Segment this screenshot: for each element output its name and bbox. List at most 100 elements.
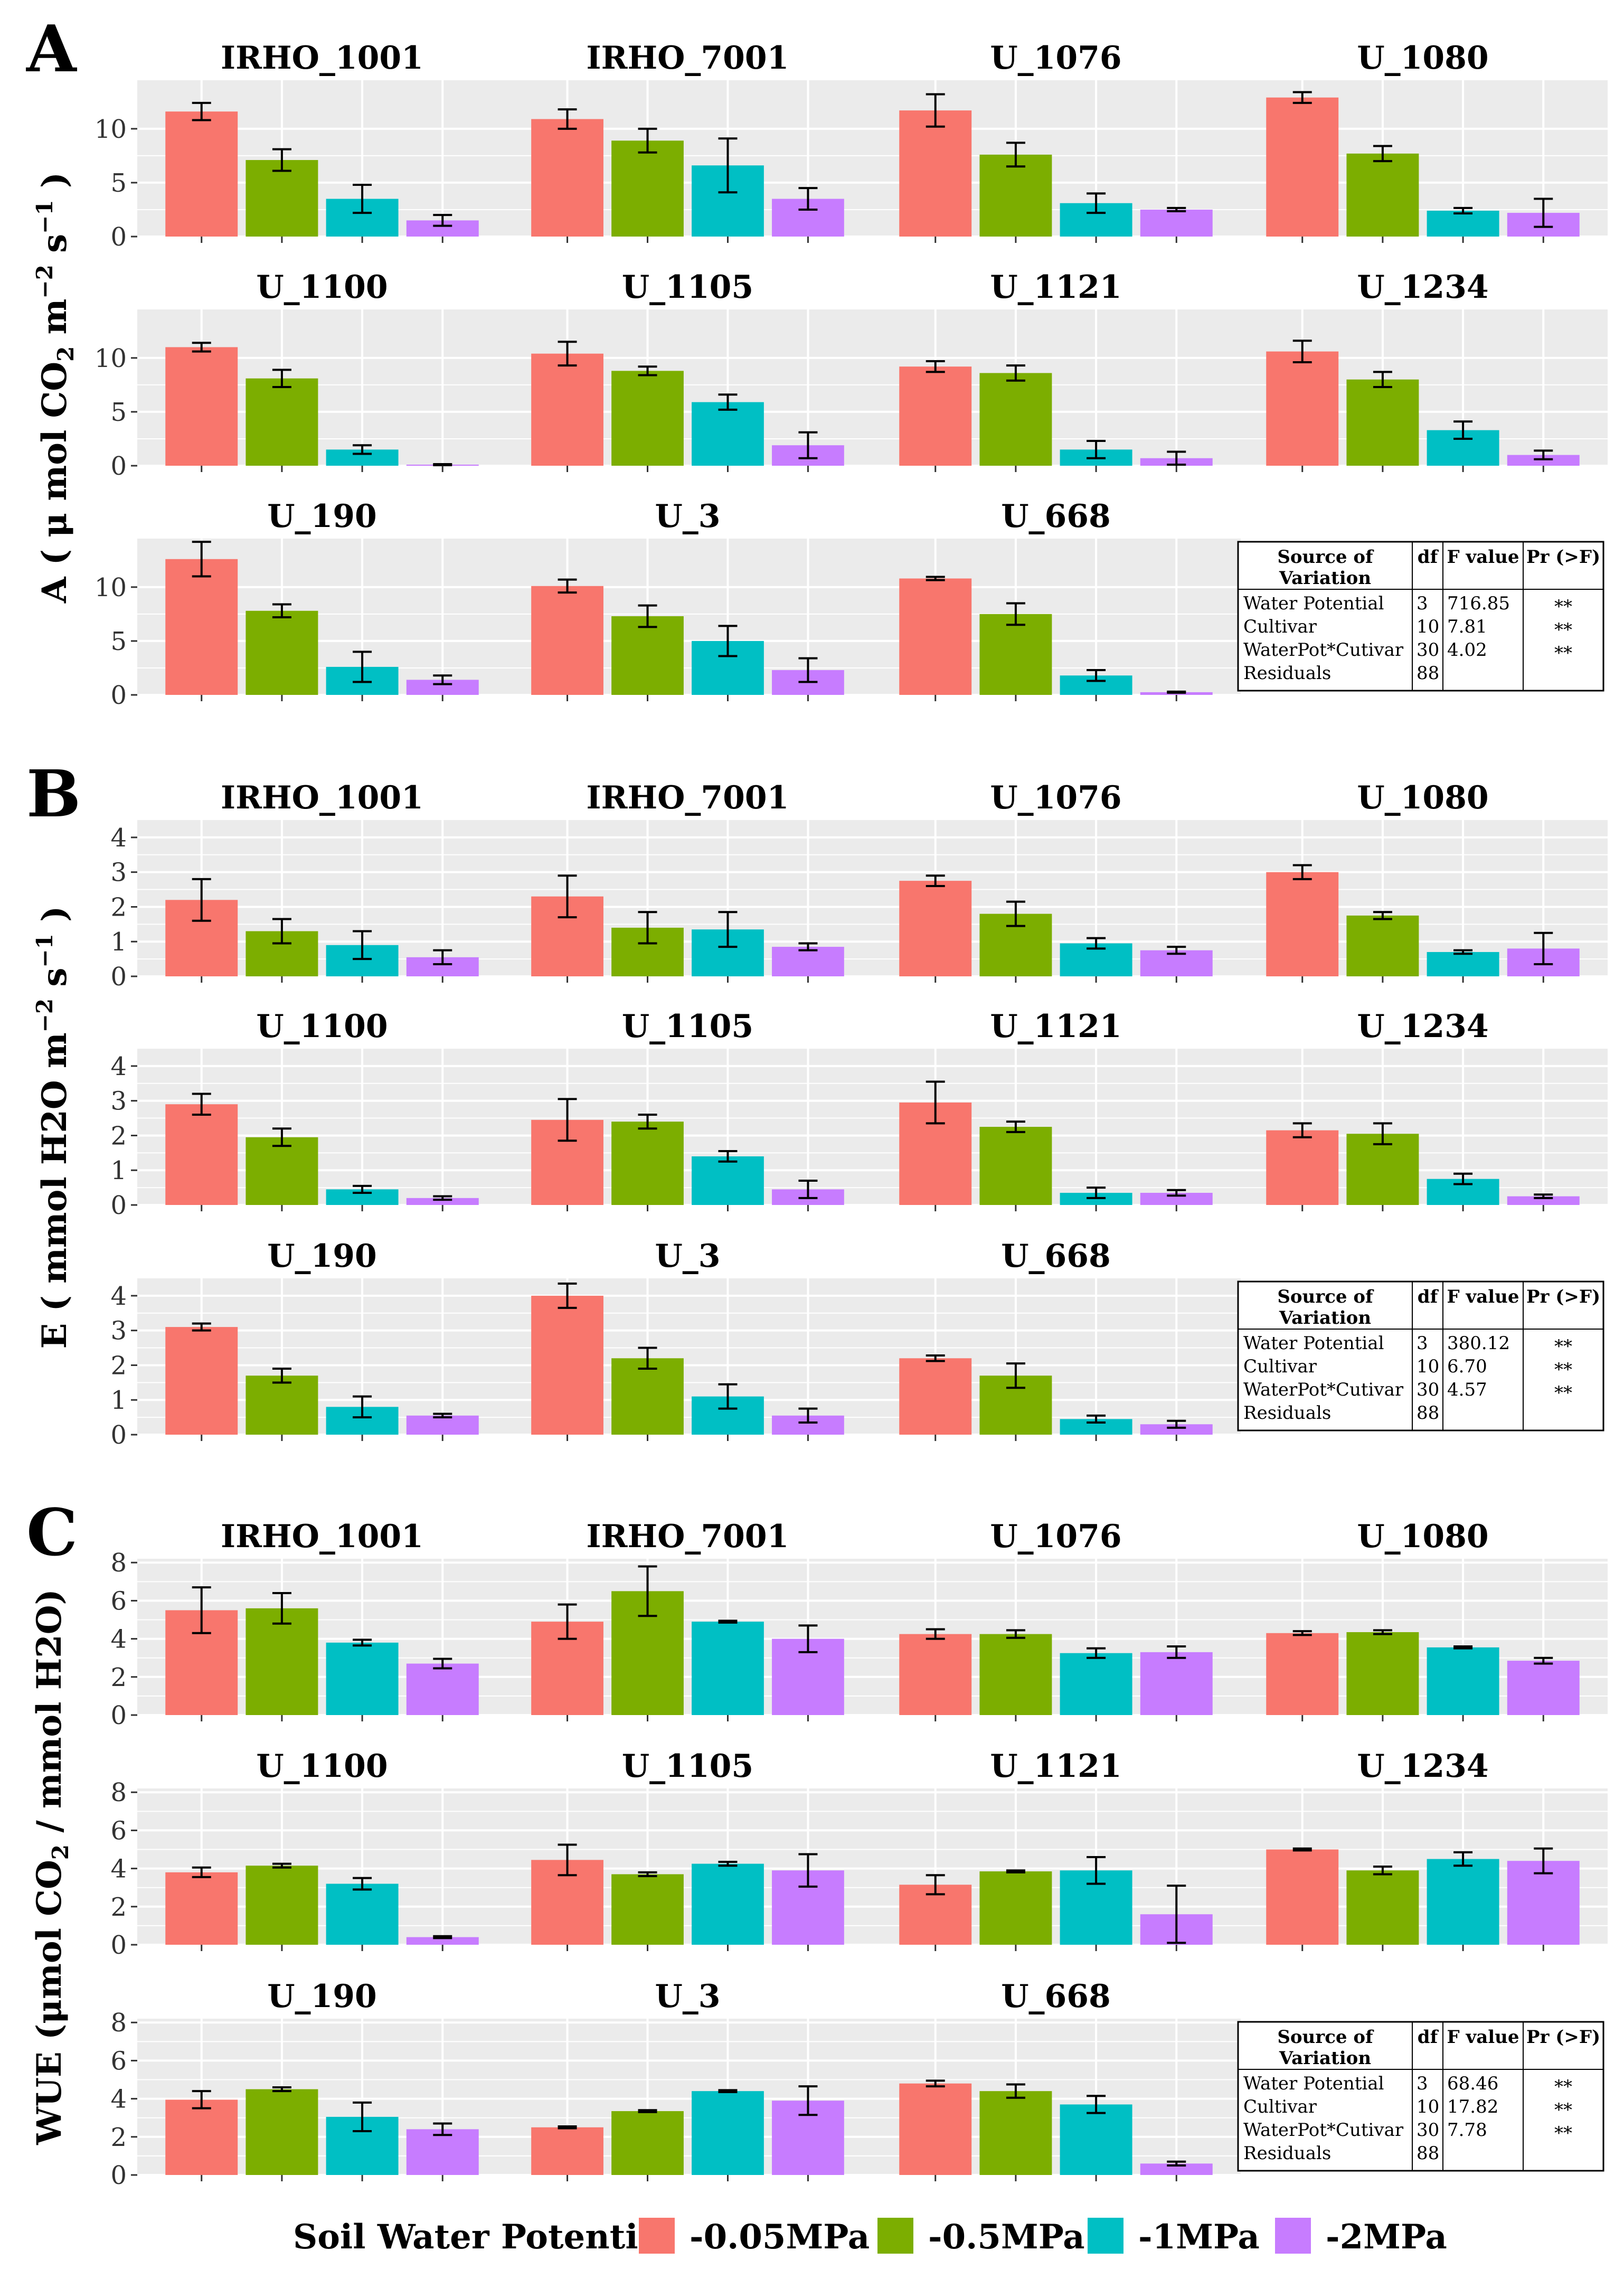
facet-u_3: U_3 (503, 498, 872, 701)
y-axis-label: WUE (μmol CO2 / mmol H2O) (30, 1589, 73, 2145)
panel-label: A (26, 11, 78, 87)
error-bar (1087, 192, 1106, 214)
error-bar (353, 1395, 372, 1419)
y-axis-label: A ( μ mol CO2 m−2 s−1 ) (32, 172, 79, 604)
bar--0.05MPa (165, 2099, 238, 2175)
error-bar (1006, 1362, 1025, 1389)
bar--0.5MPa (1346, 1870, 1419, 1945)
bar--0.5MPa (246, 2089, 318, 2175)
error-bar (1087, 669, 1106, 682)
error-bar (1006, 900, 1025, 927)
y-tick-label: 2 (110, 892, 127, 922)
facet-title: IRHO_1001 (221, 1518, 423, 1555)
error-bar (1087, 1186, 1106, 1199)
bar--1MPa (692, 1156, 764, 1205)
error-bar (1292, 1630, 1312, 1636)
bar--0.5MPa (611, 1358, 684, 1435)
error-bar (1006, 1869, 1025, 1873)
error-bar (718, 2089, 738, 2093)
legend-swatch (1275, 2218, 1311, 2254)
bar--0.05MPa (899, 110, 972, 237)
error-bar (926, 93, 945, 128)
facet-title: U_1080 (1357, 1518, 1488, 1555)
bar--2MPa (406, 1198, 479, 1205)
bar--1MPa (326, 1884, 399, 1945)
bar--0.05MPa (165, 347, 238, 466)
error-bar (718, 1150, 738, 1163)
table-cell: ** (1554, 2099, 1572, 2121)
facet-u_1076: U_1076 (871, 40, 1241, 243)
facet-u_1080: U_1080 (1238, 40, 1608, 243)
table-header: Pr (>F) (1526, 2027, 1600, 2048)
error-bar (1006, 1120, 1025, 1133)
facet-title: U_1121 (990, 1008, 1121, 1045)
error-bar (1006, 602, 1025, 626)
facet-title: U_190 (267, 1238, 377, 1275)
facet-title: U_1080 (1357, 779, 1488, 816)
error-bar (798, 1624, 818, 1653)
bar--0.05MPa (1266, 1633, 1339, 1715)
bar--0.05MPa (899, 881, 972, 976)
bar--0.05MPa (165, 559, 238, 695)
facet-irho_7001: IRHO_7001 (503, 779, 872, 983)
y-axis-label: E ( mmol H2O m−2 s−1 ) (32, 906, 74, 1349)
error-bar (1534, 931, 1553, 965)
error-bar (1373, 1122, 1392, 1145)
bar--2MPa (1140, 2163, 1213, 2175)
error-bar (1453, 1172, 1473, 1185)
facet-u_190: U_190 0 1 2 3 4 (110, 1238, 507, 1450)
facet-title: U_3 (655, 498, 720, 535)
table-cell: ** (1554, 596, 1572, 617)
facet-title: U_1076 (990, 1518, 1121, 1555)
y-tick-label: 6 (110, 1586, 127, 1616)
table-cell: ** (1554, 1359, 1572, 1380)
facet-u_1234: U_1234 (1238, 1748, 1608, 1951)
table-cell: 7.81 (1447, 616, 1487, 637)
facet-title: U_1100 (256, 269, 388, 306)
error-bar (353, 444, 372, 455)
bar--2MPa (1507, 455, 1580, 466)
error-bar (192, 1093, 211, 1116)
y-tick-label: 10 (95, 115, 127, 144)
y-tick-label: 10 (95, 344, 127, 373)
bar--0.5MPa (246, 160, 318, 237)
legend-label: -0.5MPa (928, 2217, 1085, 2257)
error-bar (558, 1282, 577, 1309)
y-tick-label: 5 (110, 398, 127, 427)
bar--1MPa (326, 1642, 399, 1715)
y-tick-label: 3 (110, 1316, 127, 1346)
error-bar (638, 365, 657, 376)
table-cell: Water Potential (1243, 2073, 1384, 2094)
facet-irho_1001: IRHO_1001 0 2 4 6 8 (110, 1518, 507, 1730)
y-tick-label: 10 (95, 573, 127, 602)
y-tick-label: 0 (110, 222, 127, 252)
y-tick-label: 4 (110, 823, 127, 853)
y-tick-label: 4 (110, 1282, 127, 1311)
y-tick-label: 2 (110, 1351, 127, 1380)
error-bar (1373, 145, 1392, 163)
bar--0.5MPa (979, 614, 1052, 695)
facet-u_1080: U_1080 (1238, 1518, 1608, 1721)
bar--2MPa (406, 2129, 479, 2175)
table-border (1237, 541, 1604, 692)
facet-u_1121: U_1121 (871, 1748, 1241, 1951)
table-cell: 3 (1417, 1333, 1428, 1354)
bar--2MPa (1140, 1192, 1213, 1205)
legend-swatch (639, 2218, 675, 2254)
table-cell: 88 (1417, 1402, 1439, 1424)
y-axis-label-part: ) (35, 172, 74, 200)
y-tick-label: 1 (110, 1156, 127, 1185)
bar--0.5MPa (611, 1122, 684, 1205)
error-bar (272, 1862, 291, 1869)
facet-u_668: U_668 (871, 1238, 1241, 1441)
error-bar (1534, 449, 1553, 460)
table-header: df (1418, 1286, 1439, 1307)
table-cell: 30 (1417, 2120, 1439, 2141)
error-bar (1167, 1189, 1186, 1197)
y-axis-label-part: E ( mmol H2O m (35, 1032, 74, 1349)
facet-u_668: U_668 (871, 1978, 1241, 2181)
y-tick-label: 0 (110, 681, 127, 710)
facet-u_1100: U_1100 0 2 4 6 8 (110, 1748, 507, 1960)
